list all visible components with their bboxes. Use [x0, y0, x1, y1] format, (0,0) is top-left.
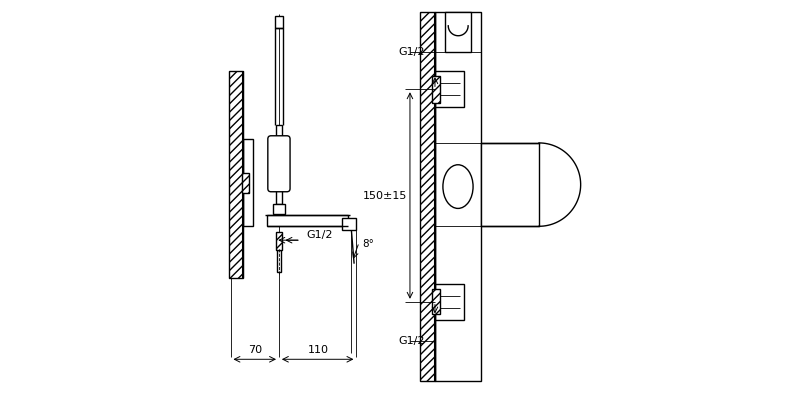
Ellipse shape: [443, 165, 473, 208]
Text: G1/2: G1/2: [398, 336, 424, 347]
Bar: [435, 284, 464, 320]
Text: 110: 110: [307, 345, 328, 355]
Bar: [276, 125, 282, 139]
Bar: [275, 16, 284, 28]
Text: G1/2: G1/2: [398, 46, 424, 57]
Bar: [432, 76, 440, 103]
Bar: [432, 289, 440, 314]
Bar: [445, 12, 472, 52]
Bar: [243, 139, 253, 226]
Bar: [276, 232, 282, 250]
Bar: [267, 215, 348, 226]
Bar: [435, 71, 464, 107]
Bar: [343, 218, 356, 230]
Bar: [276, 189, 282, 204]
Bar: [435, 12, 482, 381]
Text: G1/2: G1/2: [307, 230, 333, 240]
Text: 70: 70: [248, 345, 262, 355]
FancyBboxPatch shape: [267, 136, 290, 192]
Bar: [273, 204, 285, 214]
Bar: [277, 250, 280, 272]
Bar: [229, 71, 243, 278]
Text: 150±15: 150±15: [363, 191, 406, 200]
Bar: [482, 143, 539, 226]
Bar: [420, 12, 435, 381]
Bar: [242, 173, 249, 193]
Text: 8°: 8°: [362, 239, 374, 249]
